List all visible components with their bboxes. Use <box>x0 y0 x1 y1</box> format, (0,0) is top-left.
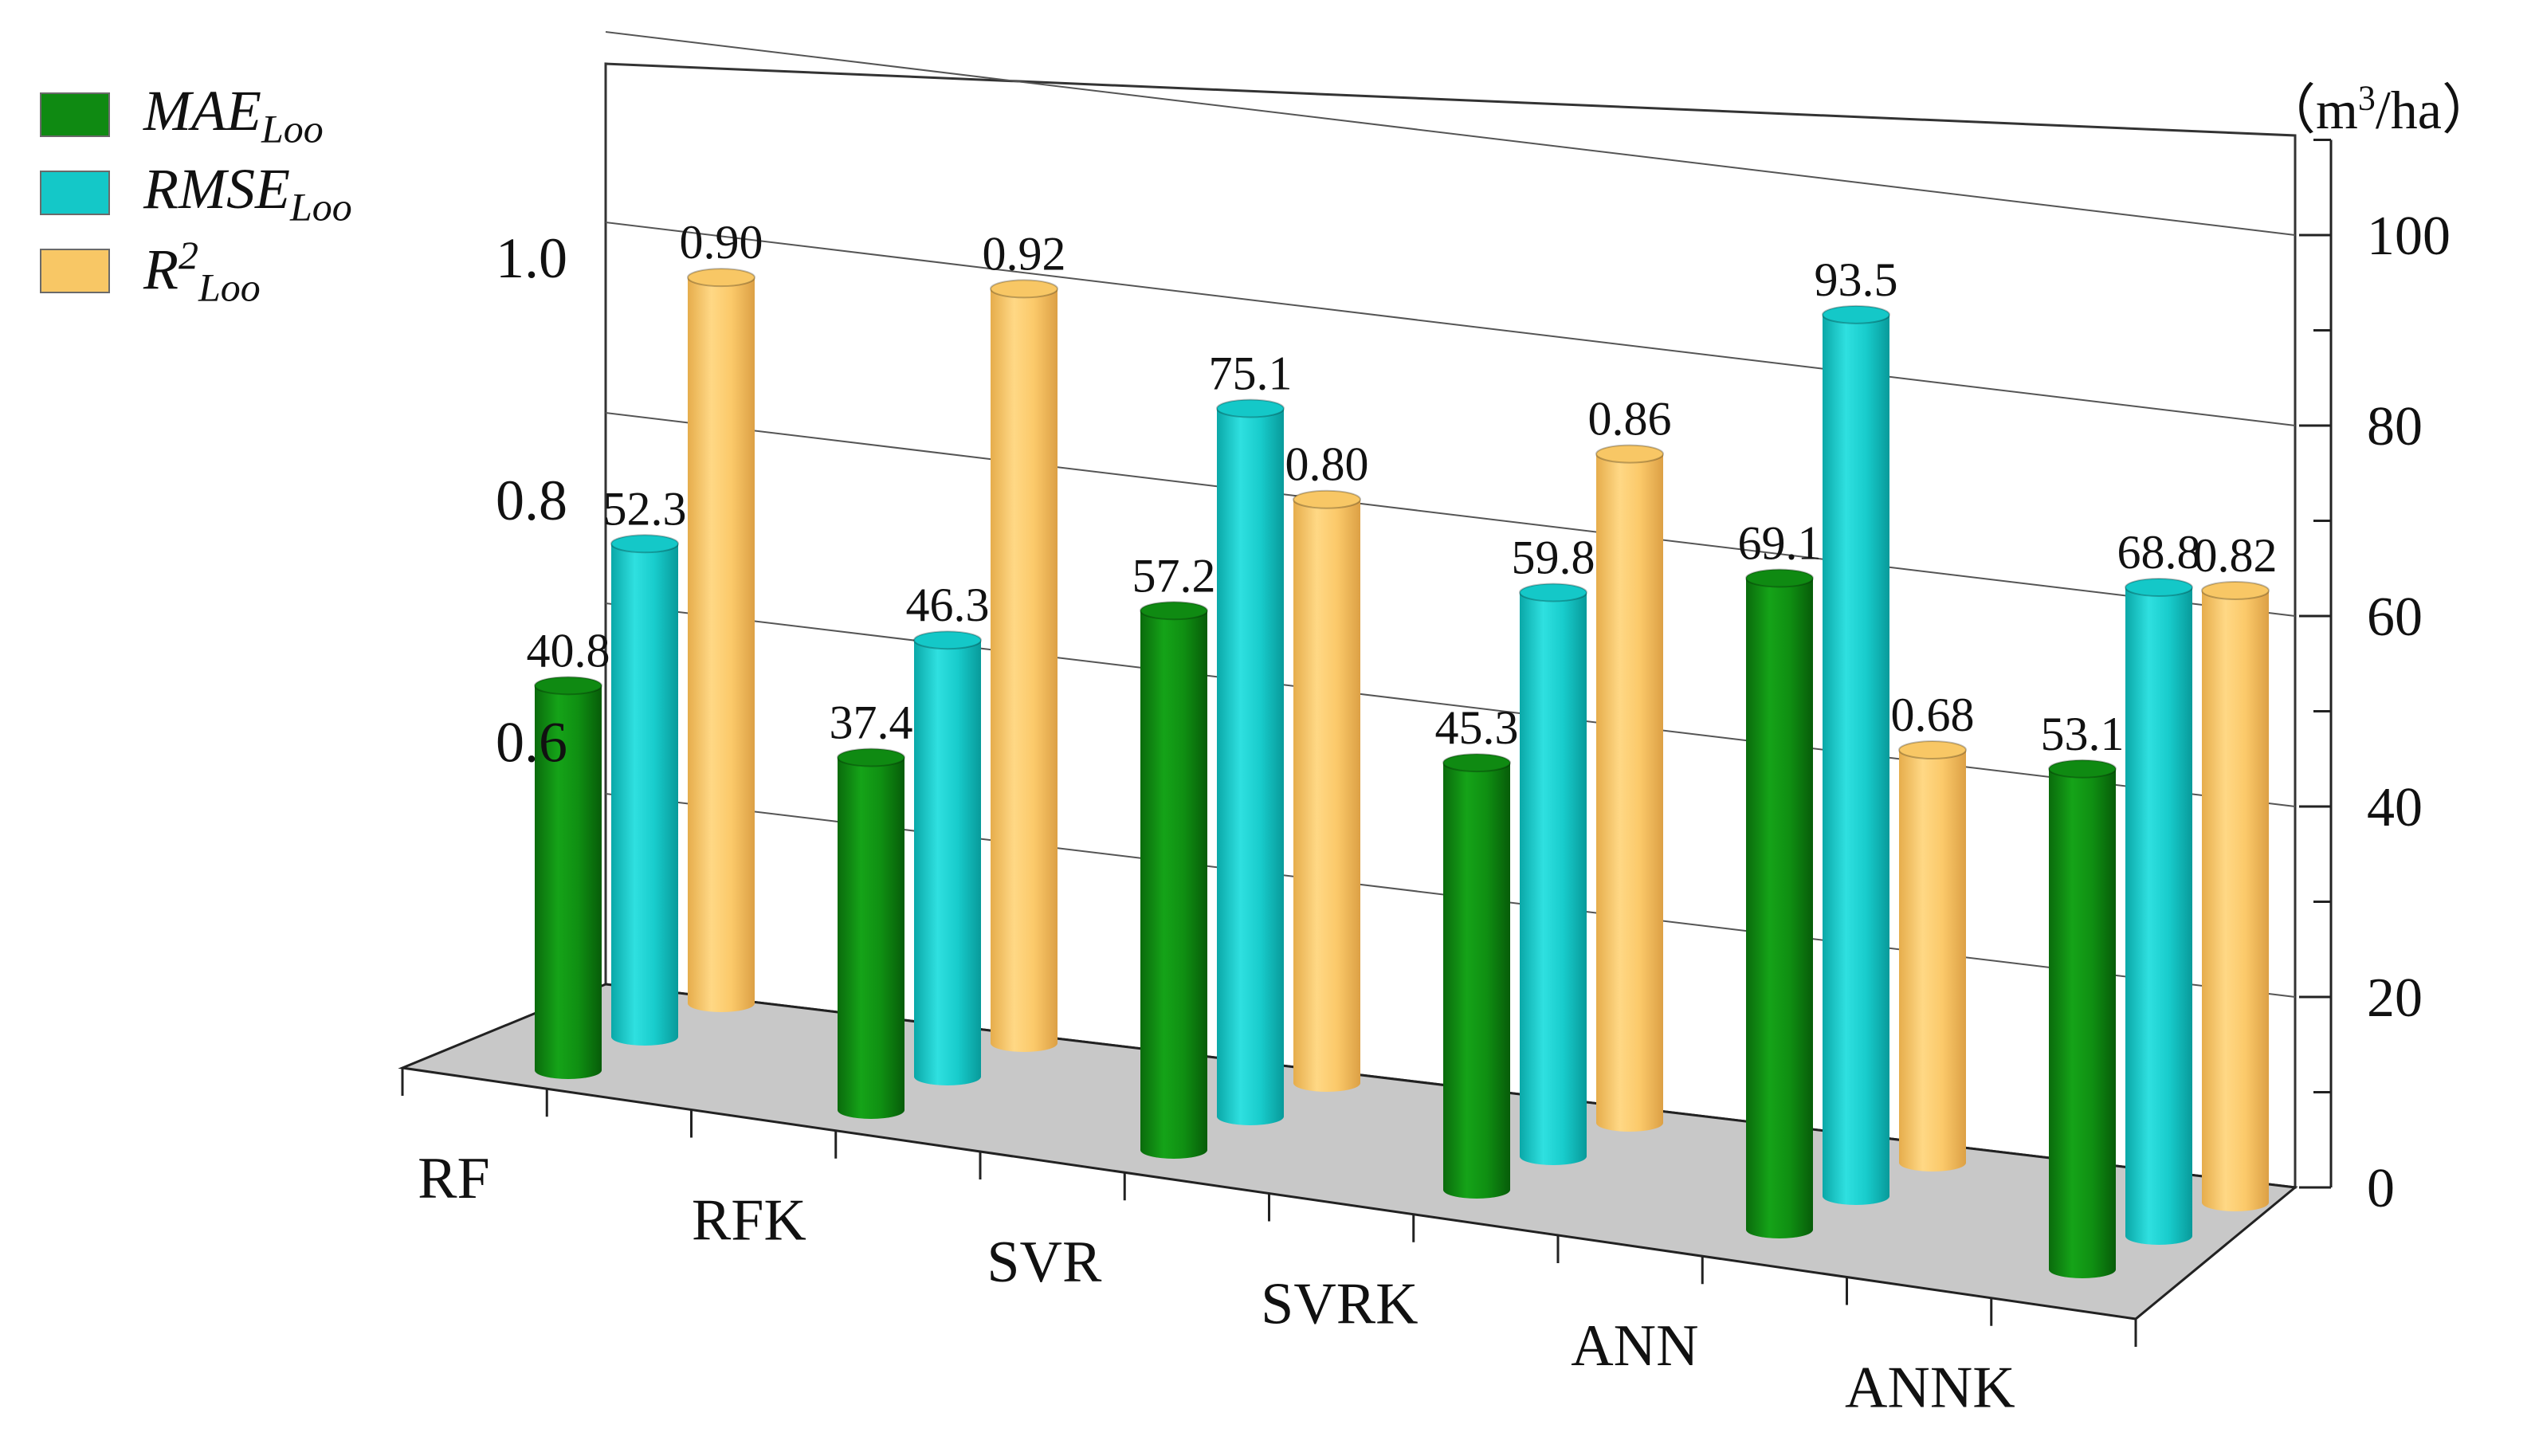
data-label-rmse-rf: 52.3 <box>603 482 687 535</box>
bar-top-r-annk <box>2201 581 2270 600</box>
bar-top-rmse-rf <box>610 534 679 554</box>
bar-top-mae-annk <box>2048 759 2117 779</box>
bar-top-r-rf <box>687 268 755 288</box>
x-tick-label: SVR <box>987 1230 1102 1295</box>
bar-r-ann <box>1899 750 1966 1171</box>
legend-item-r2[interactable]: R2Loo <box>40 232 352 310</box>
data-label-mae-svr: 57.2 <box>1132 549 1216 602</box>
legend-swatch-r2 <box>40 249 110 293</box>
legend: MAELoo RMSELoo R2Loo <box>40 76 352 310</box>
bar-top-mae-ann <box>1745 568 1814 588</box>
x-tick-label: RFK <box>692 1187 806 1253</box>
bar-top-mae-svrk <box>1442 753 1511 773</box>
bar-top-r-svr <box>1293 489 1361 509</box>
data-label-rmse-rfk: 46.3 <box>906 579 990 631</box>
bar-top-mae-svr <box>1140 601 1208 621</box>
x-tick-label: SVRK <box>1261 1271 1418 1336</box>
data-label-r-annk: 0.82 <box>2194 529 2278 582</box>
data-label-mae-rf: 40.8 <box>527 624 610 677</box>
bar-rmse-annk <box>2125 587 2192 1245</box>
right-tick-label: 0 <box>2367 1158 2395 1219</box>
bar-top-mae-rf <box>534 676 602 696</box>
bar-rmse-svrk <box>1520 592 1587 1165</box>
data-label-r-svr: 0.80 <box>1285 438 1369 491</box>
x-tick-label: ANNK <box>1845 1355 2015 1420</box>
data-label-mae-svrk: 45.3 <box>1435 701 1519 754</box>
right-tick-label: 100 <box>2367 206 2451 267</box>
bar-mae-svr <box>1140 610 1207 1159</box>
bar-top-rmse-svr <box>1216 398 1285 418</box>
bar-rmse-ann <box>1823 314 1889 1205</box>
right-tick-label: 40 <box>2367 777 2423 838</box>
bar-rmse-svr <box>1217 408 1284 1125</box>
left-tick-label: 1.0 <box>496 226 567 290</box>
bar-top-r-rfk <box>990 279 1058 299</box>
data-label-rmse-ann: 93.5 <box>1815 253 1898 306</box>
data-label-rmse-svrk: 59.8 <box>1512 532 1595 584</box>
left-tick-label: 0.6 <box>496 710 567 774</box>
bar-r-rf <box>688 277 755 1013</box>
bar-mae-ann <box>1746 578 1813 1238</box>
bar-mae-svrk <box>1443 763 1510 1199</box>
bar-top-rmse-ann <box>1822 304 1890 324</box>
bar-top-mae-rfk <box>837 748 905 767</box>
grid-line <box>605 31 2296 236</box>
unit-label: （m3/ha） <box>2262 78 2496 140</box>
bar-top-r-ann <box>1898 740 1967 759</box>
legend-label-r2: R2Loo <box>143 232 261 310</box>
legend-swatch-mae <box>40 92 110 137</box>
data-label-r-ann: 0.68 <box>1891 689 1975 741</box>
bar-mae-rfk <box>838 757 904 1119</box>
bar-r-annk <box>2202 591 2269 1211</box>
right-tick-label: 20 <box>2367 967 2423 1029</box>
grid-line <box>605 602 2296 807</box>
bar-rmse-rfk <box>914 640 981 1085</box>
right-tick-label: 80 <box>2367 396 2423 457</box>
left-tick-label: 0.8 <box>496 469 567 532</box>
bar-top-rmse-rfk <box>913 630 982 650</box>
x-tick-label: RF <box>418 1146 490 1211</box>
bar-top-r-svrk <box>1595 444 1664 464</box>
bar-r-svr <box>1293 499 1360 1092</box>
data-label-rmse-annk: 68.8 <box>2117 526 2201 579</box>
x-tick-label: ANN <box>1571 1313 1698 1379</box>
data-label-r-rf: 0.90 <box>680 216 763 269</box>
bar-top-rmse-svrk <box>1519 583 1587 602</box>
legend-swatch-rmse <box>40 171 110 215</box>
grid-line <box>605 412 2296 617</box>
data-label-r-svrk: 0.86 <box>1588 393 1672 445</box>
bar-mae-rf <box>535 685 602 1079</box>
bar-rmse-rf <box>611 544 678 1046</box>
bar-r-svrk <box>1596 453 1663 1132</box>
grid-line <box>605 222 2296 426</box>
bar-r-rfk <box>991 288 1058 1052</box>
data-label-rmse-svr: 75.1 <box>1209 347 1293 400</box>
data-label-mae-rfk: 37.4 <box>830 697 913 749</box>
legend-item-rmse[interactable]: RMSELoo <box>40 154 352 232</box>
legend-label-rmse: RMSELoo <box>143 156 352 230</box>
right-tick-label: 60 <box>2367 587 2423 648</box>
data-label-mae-annk: 53.1 <box>2041 708 2125 760</box>
legend-label-mae: MAELoo <box>143 78 324 151</box>
bar-top-rmse-annk <box>2125 578 2193 598</box>
data-label-r-rfk: 0.92 <box>983 227 1066 280</box>
data-label-mae-ann: 69.1 <box>1738 517 1822 570</box>
legend-item-mae[interactable]: MAELoo <box>40 76 352 154</box>
bar-mae-annk <box>2049 768 2116 1278</box>
